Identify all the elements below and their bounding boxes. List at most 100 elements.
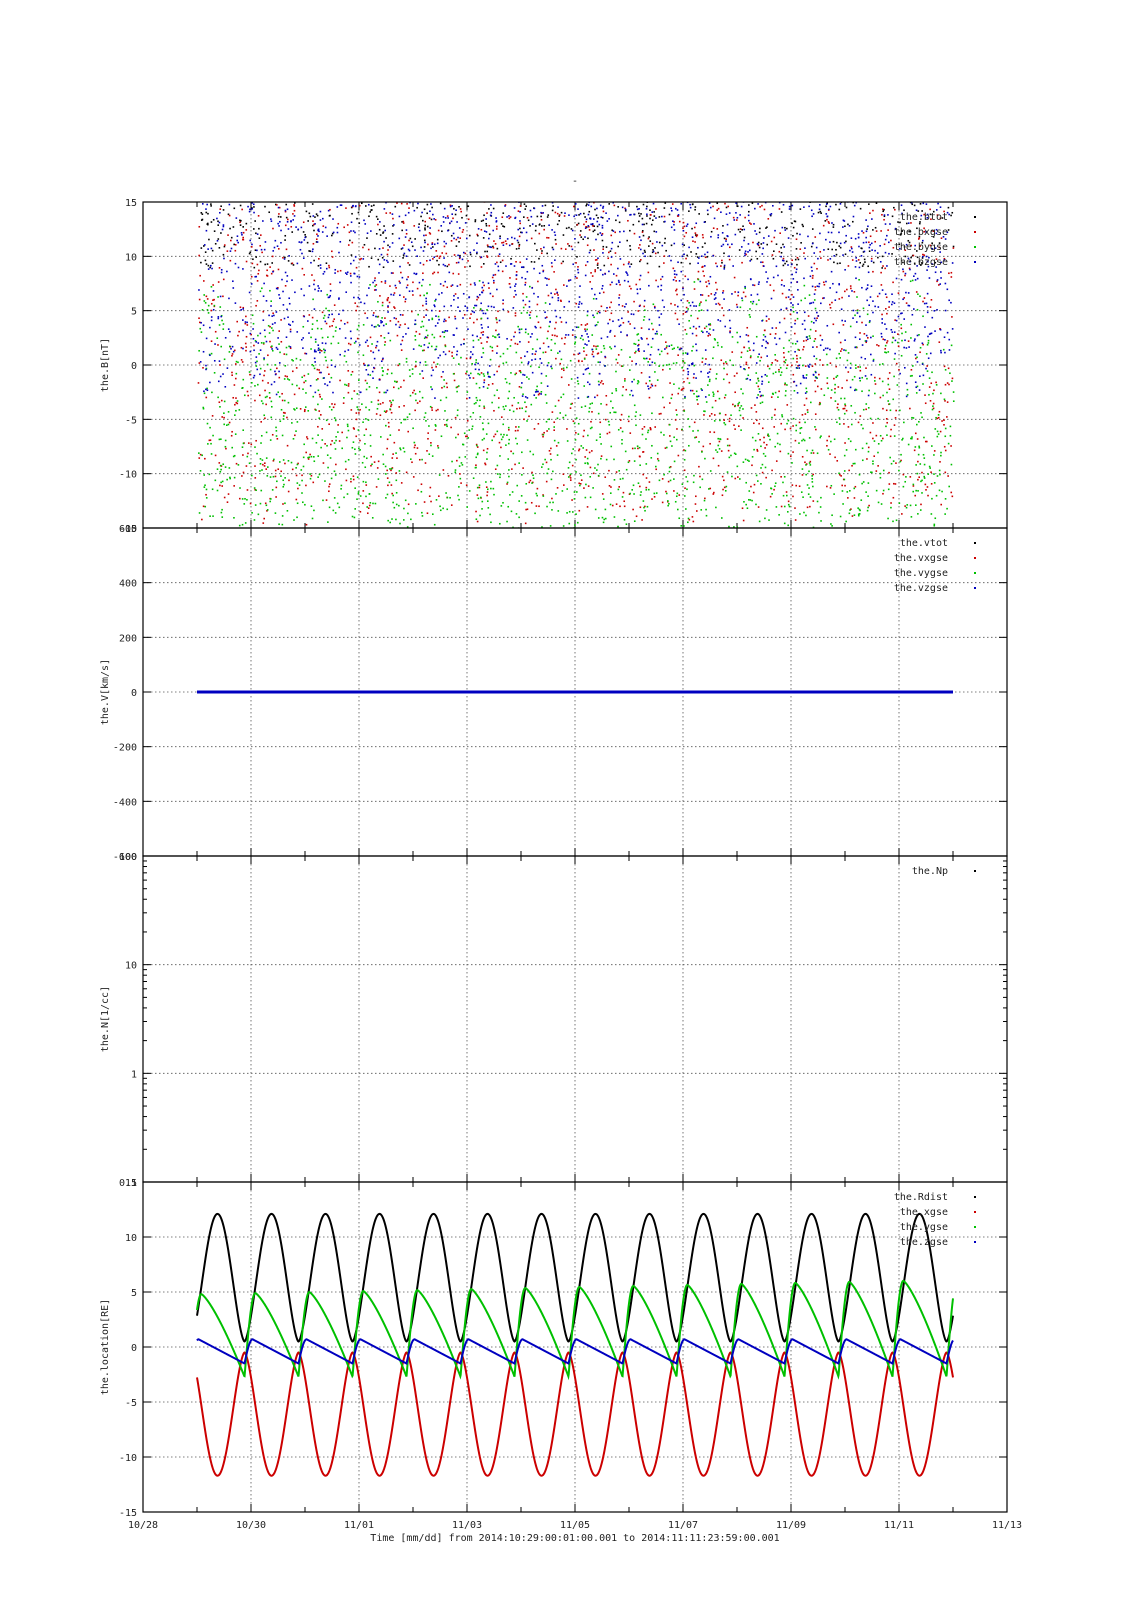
data-point — [665, 550, 667, 552]
data-point — [248, 462, 251, 465]
data-point — [457, 385, 460, 387]
data-point — [214, 479, 217, 482]
data-point — [296, 482, 299, 484]
data-point — [757, 356, 759, 358]
data-point — [647, 429, 650, 432]
data-point — [475, 443, 478, 446]
data-point — [197, 543, 199, 545]
data-point — [643, 536, 645, 538]
data-point — [628, 460, 631, 462]
data-point — [397, 198, 399, 200]
data-point — [870, 373, 873, 376]
data-point — [756, 450, 759, 452]
data-point — [395, 491, 398, 494]
data-point — [545, 316, 548, 319]
data-point — [482, 449, 485, 452]
data-point — [639, 494, 642, 496]
data-point — [346, 493, 349, 495]
data-point — [317, 403, 319, 406]
data-point — [514, 565, 516, 567]
data-point — [729, 330, 731, 333]
data-point — [356, 406, 359, 408]
data-point — [791, 259, 793, 262]
data-point — [216, 489, 219, 492]
data-point — [385, 473, 387, 475]
data-point — [438, 310, 441, 312]
data-point — [869, 431, 872, 434]
data-point — [198, 452, 200, 454]
data-point — [219, 211, 221, 214]
data-point — [462, 228, 465, 231]
data-point — [507, 544, 509, 546]
data-point — [668, 196, 670, 198]
data-point — [535, 397, 537, 399]
data-point — [654, 247, 656, 249]
data-point — [685, 257, 687, 260]
data-point — [674, 304, 676, 306]
data-point — [513, 296, 515, 298]
data-point — [787, 174, 789, 176]
data-point — [312, 220, 314, 222]
data-point — [882, 437, 884, 440]
data-point — [258, 227, 260, 230]
data-point — [770, 140, 772, 142]
data-point — [309, 215, 312, 218]
data-point — [676, 508, 679, 511]
data-point — [835, 543, 837, 545]
data-point — [395, 543, 397, 545]
data-point — [635, 350, 637, 353]
data-point — [593, 229, 596, 232]
data-point — [921, 173, 923, 175]
data-point — [725, 362, 728, 365]
data-point — [304, 408, 306, 411]
data-point — [462, 443, 464, 446]
data-point — [291, 183, 293, 185]
data-point — [733, 452, 736, 455]
data-point — [355, 418, 358, 421]
data-point — [401, 191, 403, 193]
data-point — [240, 189, 242, 191]
data-point — [550, 198, 552, 200]
data-point — [776, 360, 779, 362]
data-point — [228, 214, 231, 217]
data-point — [430, 203, 432, 205]
data-point — [910, 256, 912, 259]
data-point — [730, 414, 732, 417]
data-point — [540, 215, 542, 218]
data-point — [676, 209, 679, 211]
data-point — [802, 340, 805, 342]
data-point — [836, 374, 839, 377]
data-point — [474, 466, 477, 469]
data-point — [830, 389, 833, 391]
data-point — [254, 220, 256, 222]
data-point — [671, 577, 673, 579]
data-point — [288, 479, 290, 482]
data-point — [202, 196, 204, 198]
data-point — [791, 293, 793, 296]
data-point — [616, 191, 618, 193]
data-point — [933, 523, 936, 526]
data-point — [351, 168, 353, 170]
data-point — [904, 331, 907, 333]
data-point — [744, 458, 747, 461]
data-point — [944, 498, 947, 500]
data-point — [444, 345, 447, 348]
data-point — [691, 227, 693, 230]
data-point — [542, 433, 545, 436]
data-point — [705, 281, 707, 283]
data-point — [460, 210, 462, 213]
data-point — [855, 346, 858, 348]
data-point — [698, 213, 700, 215]
data-point — [809, 460, 812, 463]
data-point — [857, 259, 860, 261]
data-point — [369, 445, 372, 447]
data-point — [229, 476, 231, 479]
data-point — [695, 436, 698, 438]
data-point — [765, 476, 767, 479]
data-point — [851, 180, 853, 182]
data-point — [270, 400, 273, 403]
data-point — [506, 570, 508, 572]
data-point — [589, 466, 592, 469]
data-point — [406, 533, 408, 535]
data-point — [510, 450, 512, 453]
